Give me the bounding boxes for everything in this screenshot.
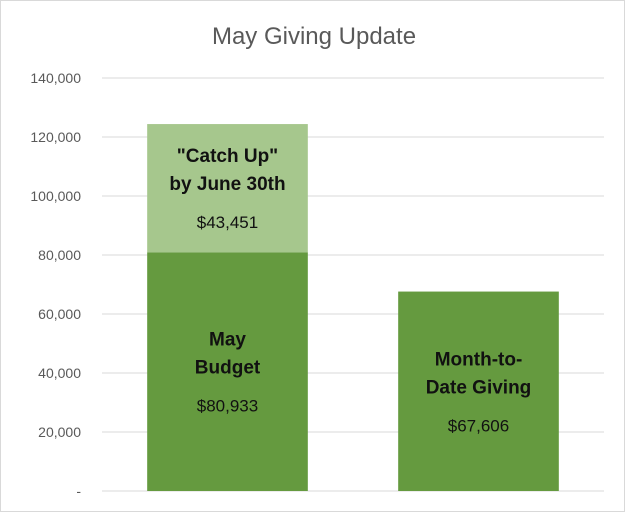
y-tick-label: 40,000 — [38, 365, 81, 381]
chart-title: May Giving Update — [212, 23, 416, 50]
bar-segment-value-label: $67,606 — [448, 416, 509, 435]
y-tick-label: 100,000 — [30, 188, 81, 204]
y-tick-label: 80,000 — [38, 247, 81, 263]
y-tick-label: 140,000 — [30, 70, 81, 86]
bar-segment — [398, 291, 559, 491]
bar-segment-label: by June 30th — [169, 174, 285, 195]
bar-segment-label: Month-to- — [435, 349, 523, 370]
bar-segment — [147, 252, 308, 491]
y-tick-label: 20,000 — [38, 424, 81, 440]
bar-segment-value-label: $80,933 — [197, 397, 258, 416]
bar-segment-label: Date Giving — [426, 377, 532, 398]
bar-segment — [147, 124, 308, 253]
y-axis: - 20,000 40,000 60,000 80,000 100,000 120,000 1… — [30, 70, 81, 499]
bars: May Budget $80,933 "Catch Up" by June 30th $4… — [147, 124, 559, 491]
y-tick-label: 120,000 — [30, 129, 81, 145]
y-tick-label: - — [76, 483, 81, 499]
y-tick-label: 60,000 — [38, 306, 81, 322]
bar-segment-label: "Catch Up" — [177, 146, 278, 167]
bar-segment-value-label: $43,451 — [197, 213, 258, 232]
bar-segment-label: May — [209, 330, 246, 351]
bar-segment-label: Budget — [195, 358, 261, 379]
